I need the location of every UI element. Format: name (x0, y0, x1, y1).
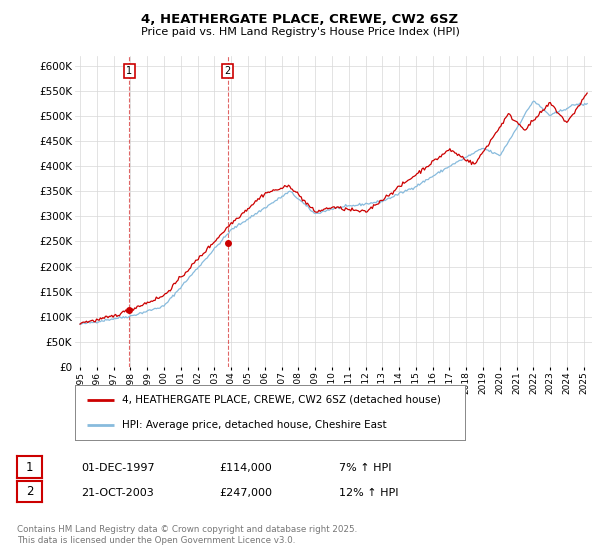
Text: 1: 1 (126, 66, 132, 76)
Text: 12% ↑ HPI: 12% ↑ HPI (339, 488, 398, 498)
Text: 1: 1 (26, 460, 33, 474)
Text: 4, HEATHERGATE PLACE, CREWE, CW2 6SZ (detached house): 4, HEATHERGATE PLACE, CREWE, CW2 6SZ (de… (122, 395, 440, 404)
Text: Price paid vs. HM Land Registry's House Price Index (HPI): Price paid vs. HM Land Registry's House … (140, 27, 460, 38)
Text: Contains HM Land Registry data © Crown copyright and database right 2025.
This d: Contains HM Land Registry data © Crown c… (17, 525, 357, 545)
Text: 7% ↑ HPI: 7% ↑ HPI (339, 463, 391, 473)
Text: 01-DEC-1997: 01-DEC-1997 (81, 463, 155, 473)
Text: £247,000: £247,000 (219, 488, 272, 498)
Text: 2: 2 (224, 66, 231, 76)
Text: 4, HEATHERGATE PLACE, CREWE, CW2 6SZ: 4, HEATHERGATE PLACE, CREWE, CW2 6SZ (142, 13, 458, 26)
Text: 21-OCT-2003: 21-OCT-2003 (81, 488, 154, 498)
Text: HPI: Average price, detached house, Cheshire East: HPI: Average price, detached house, Ches… (122, 420, 386, 430)
Text: 2: 2 (26, 485, 33, 498)
Text: £114,000: £114,000 (219, 463, 272, 473)
